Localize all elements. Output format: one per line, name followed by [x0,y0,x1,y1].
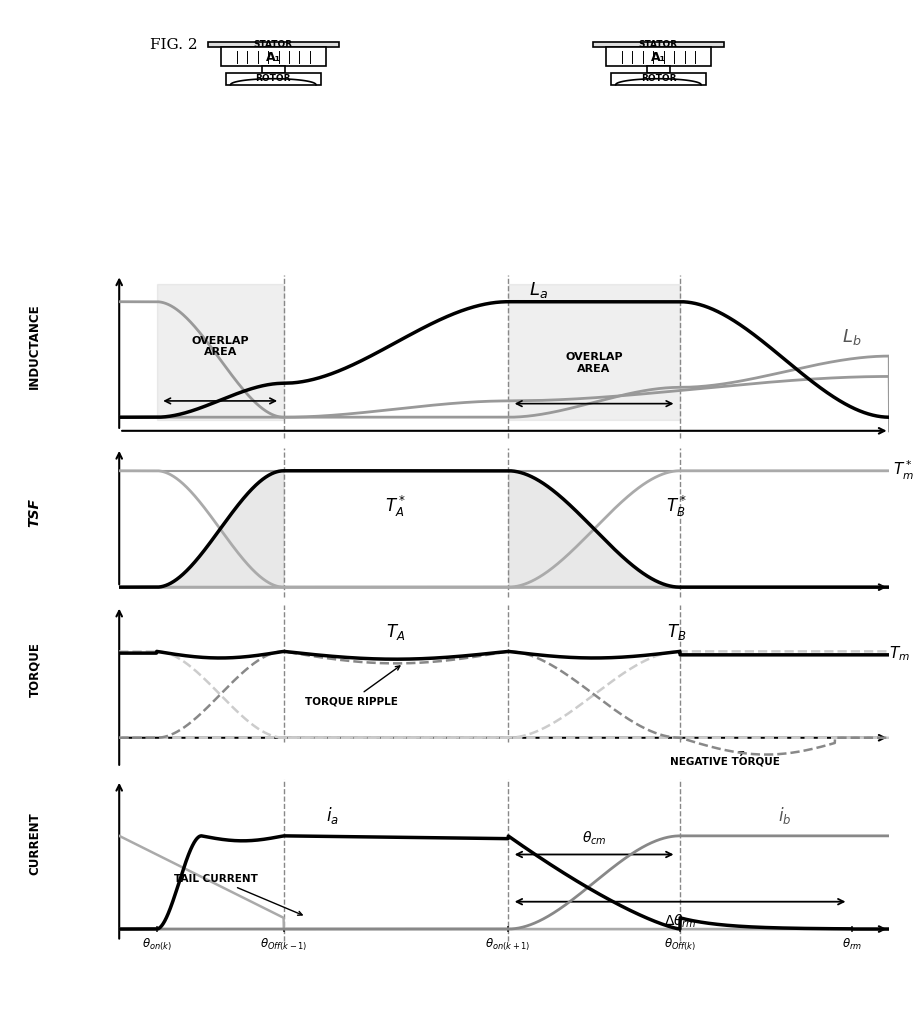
Text: $\theta_{Off(k-1)}$: $\theta_{Off(k-1)}$ [260,936,307,953]
Text: $T_m$: $T_m$ [889,645,911,663]
Text: $L_b$: $L_b$ [843,327,862,347]
Text: ROTOR: ROTOR [641,74,676,84]
Text: CURRENT: CURRENT [28,812,41,874]
Text: INDUCTANCE: INDUCTANCE [28,304,41,389]
Text: $\theta_{Off(k)}$: $\theta_{Off(k)}$ [664,936,696,953]
Text: $T_B$: $T_B$ [667,622,686,642]
Bar [606,48,711,65]
Text: OVERLAP
AREA: OVERLAP AREA [565,353,623,374]
Text: $T_B^*$: $T_B^*$ [666,493,687,519]
Text: TSF: TSF [28,498,41,528]
Text: TORQUE RIPPLE: TORQUE RIPPLE [304,665,400,706]
Text: $T_A^*$: $T_A^*$ [385,493,406,519]
Text: OVERLAP
AREA: OVERLAP AREA [192,336,249,358]
Text: TAIL CURRENT: TAIL CURRENT [174,874,303,915]
Text: $\theta_{cm}$: $\theta_{cm}$ [581,829,606,847]
Text: NEGATIVE TORQUE: NEGATIVE TORQUE [670,752,779,766]
Text: $L_a$: $L_a$ [528,280,547,300]
Text: $\theta_{rm}$: $\theta_{rm}$ [842,936,862,952]
Text: TORQUE: TORQUE [28,642,41,697]
Bar [593,43,724,48]
Text: $\Delta\theta_{rm}$: $\Delta\theta_{rm}$ [664,913,697,930]
Text: $i_a$: $i_a$ [326,805,339,826]
Text: $T_m^*$: $T_m^*$ [893,460,914,482]
Text: A₁: A₁ [651,51,666,64]
Text: ROTOR: ROTOR [256,74,291,84]
Bar [262,65,284,72]
Bar [647,65,669,72]
Text: $i_b$: $i_b$ [778,805,791,826]
Text: $T_A$: $T_A$ [386,622,405,642]
Text: A₁: A₁ [266,51,281,64]
Text: $\theta_{on(k+1)}$: $\theta_{on(k+1)}$ [485,936,531,953]
Bar [226,72,321,85]
Text: $\theta_{on(k)}$: $\theta_{on(k)}$ [141,936,171,953]
Bar [208,43,338,48]
Text: STATOR: STATOR [254,41,293,50]
Bar [611,72,706,85]
Text: STATOR: STATOR [639,41,678,50]
Text: FIG. 2: FIG. 2 [150,38,198,52]
Bar [221,48,326,65]
